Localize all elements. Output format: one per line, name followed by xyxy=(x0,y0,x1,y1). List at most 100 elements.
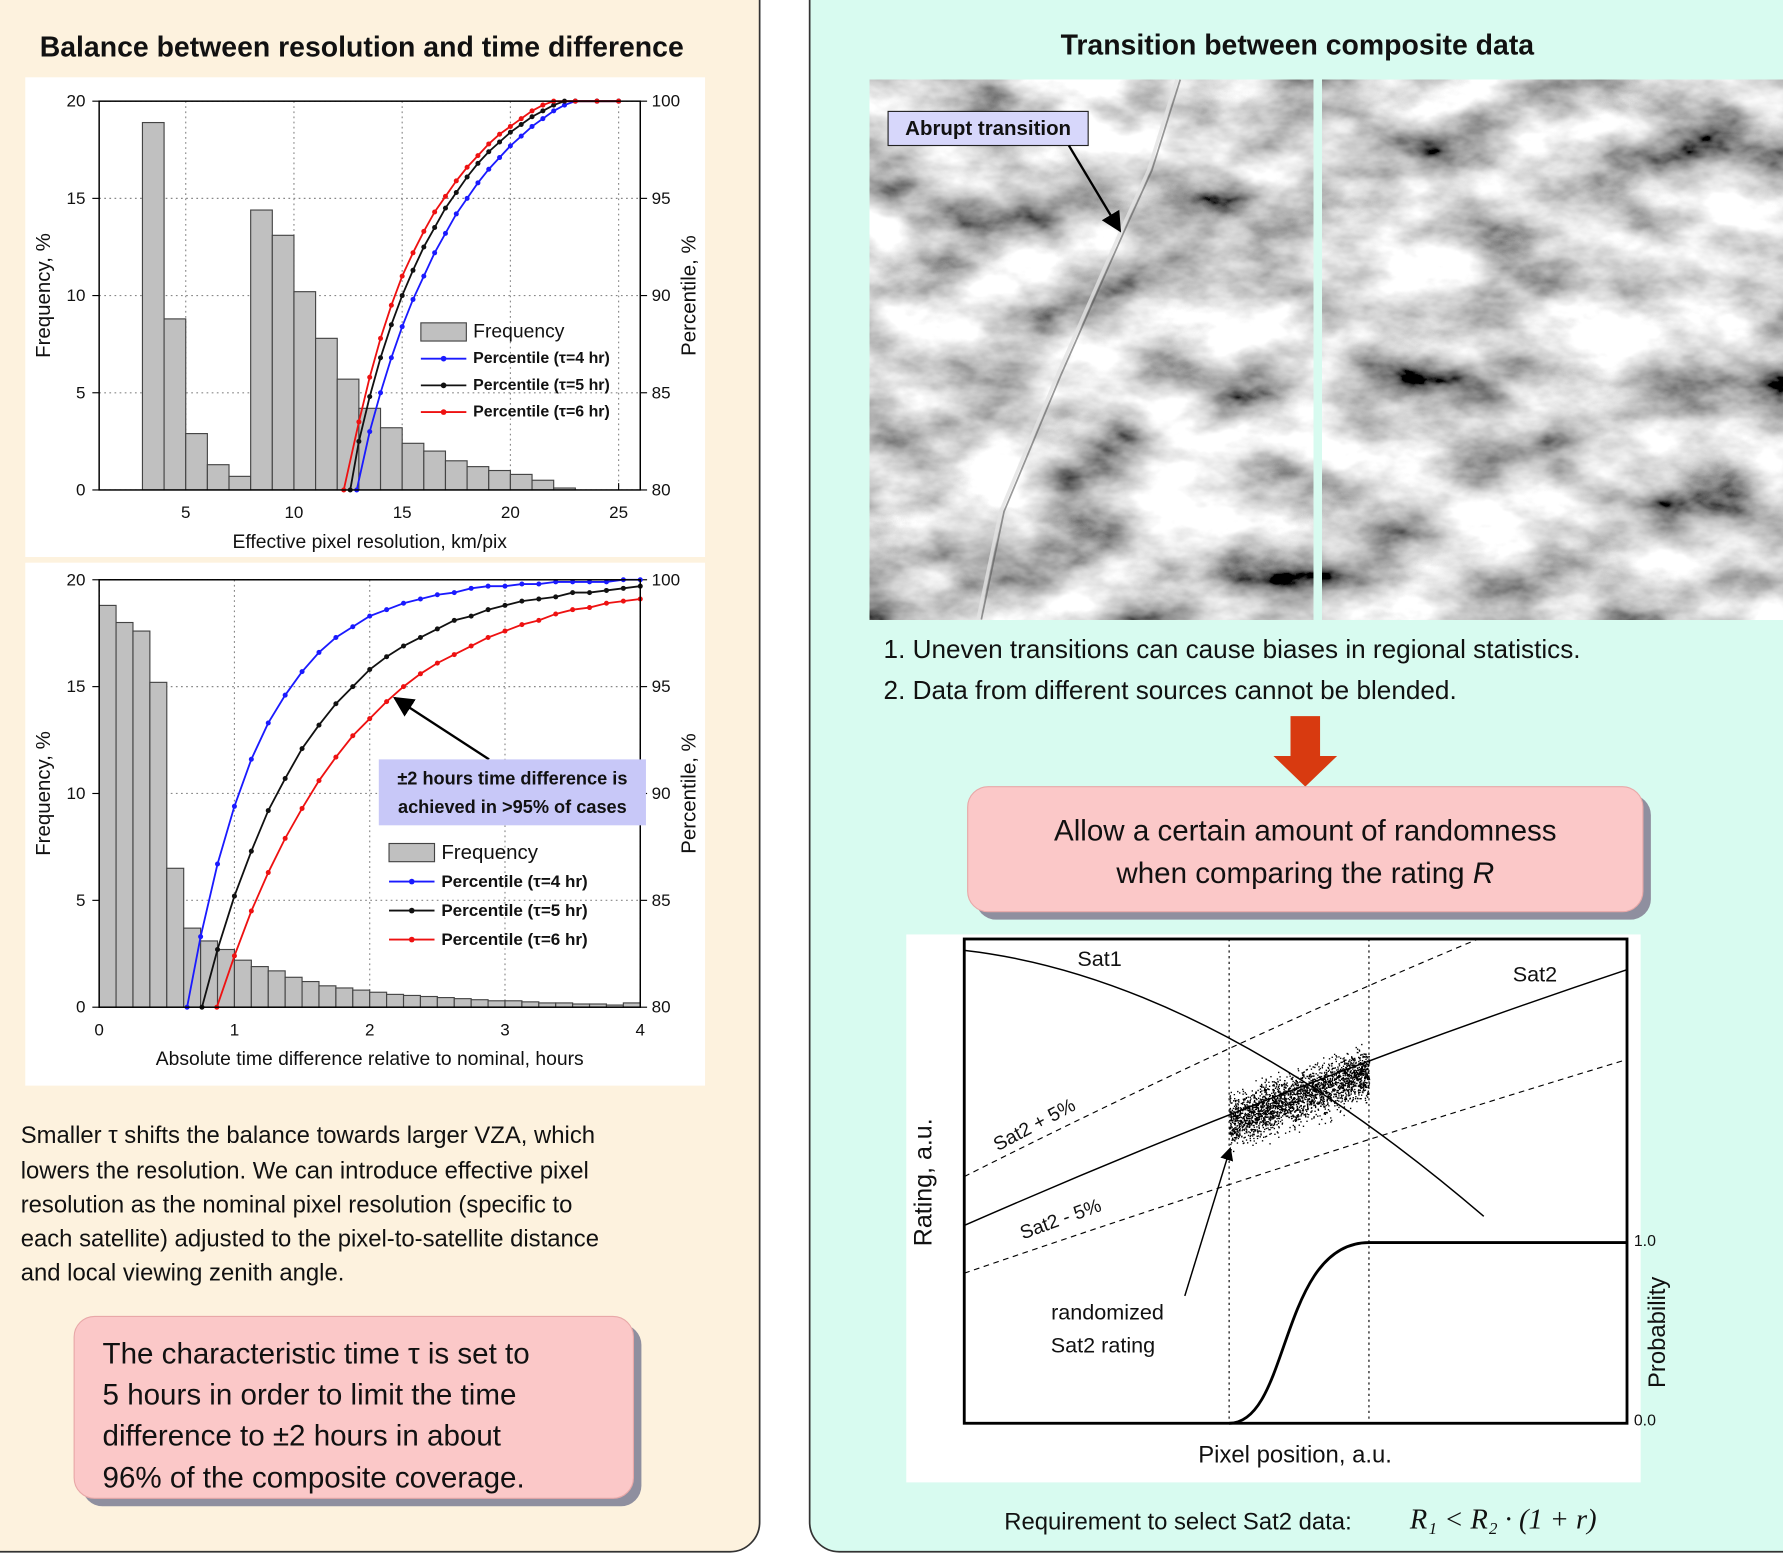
percentile-marker xyxy=(300,746,305,751)
y2-tick-label: 80 xyxy=(652,998,671,1017)
legend-label: Percentile (τ=4 hr) xyxy=(473,350,610,367)
percentile-marker xyxy=(519,599,524,604)
percentile-marker xyxy=(508,143,513,148)
percentile-marker xyxy=(266,808,271,813)
y-tick-label: 20 xyxy=(67,92,86,111)
percentile-marker xyxy=(454,190,459,195)
percentile-marker xyxy=(570,590,575,595)
x-tick-label: 0 xyxy=(94,1020,103,1039)
bar xyxy=(437,998,454,1008)
percentile-marker xyxy=(530,108,535,113)
x-tick-label: 3 xyxy=(500,1020,509,1039)
percentile-marker xyxy=(418,635,423,640)
y2-tick-label: 100 xyxy=(652,92,680,111)
paragraph-line: and local viewing zenith angle. xyxy=(21,1260,345,1287)
paragraph-line: Smaller τ shifts the balance towards lar… xyxy=(21,1122,595,1149)
percentile-marker xyxy=(536,596,541,601)
bar xyxy=(424,451,446,490)
percentile-marker xyxy=(367,429,372,434)
bar xyxy=(294,292,316,490)
x-tick-label: 4 xyxy=(636,1020,645,1039)
legend-marker xyxy=(441,383,447,389)
y-tick-label: 10 xyxy=(67,784,86,803)
satellite-image xyxy=(1322,80,1782,620)
y2-top-label: 1.0 xyxy=(1634,1233,1656,1250)
bar xyxy=(402,443,424,490)
bar xyxy=(370,992,387,1007)
requirement: Requirement to select Sat2 data: xyxy=(1004,1509,1351,1536)
bar xyxy=(133,631,150,1007)
percentile-marker xyxy=(410,297,415,302)
legend-label: Frequency xyxy=(441,841,538,864)
percentile-marker xyxy=(587,590,592,595)
x-tick-label: 2 xyxy=(365,1020,374,1039)
satellite-image xyxy=(870,80,1313,620)
legend-label: Percentile (τ=4 hr) xyxy=(441,872,587,891)
bar xyxy=(150,682,167,1007)
percentile-marker xyxy=(497,139,502,144)
page: Composite poster html, body { margin: 0;… xyxy=(0,0,1783,1554)
percentile-marker xyxy=(367,614,372,619)
percentile-marker xyxy=(300,806,305,811)
bar xyxy=(522,1002,539,1007)
percentile-marker xyxy=(400,293,405,298)
percentile-marker xyxy=(486,584,491,589)
percentile-marker xyxy=(389,322,394,327)
y2-tick-label: 85 xyxy=(652,383,671,402)
randomized-label: randomized xyxy=(1051,1299,1164,1324)
percentile-marker xyxy=(454,211,459,216)
percentile-marker xyxy=(604,601,609,606)
percentile-marker xyxy=(536,582,541,587)
percentile-marker xyxy=(502,584,507,589)
percentile-marker xyxy=(232,804,237,809)
percentile-marker xyxy=(570,607,575,612)
percentile-marker xyxy=(367,394,372,399)
percentile-marker xyxy=(443,231,448,236)
bar xyxy=(251,967,268,1008)
bar xyxy=(229,476,251,490)
y-axis-label: Frequency, % xyxy=(32,731,55,856)
percentile-marker xyxy=(435,661,440,666)
annotation-text: ±2 hours time difference is xyxy=(397,769,627,789)
legend-label: Percentile (τ=6 hr) xyxy=(441,930,587,949)
percentile-marker xyxy=(232,953,237,958)
callout-line: when comparing the rating R xyxy=(1115,857,1494,890)
percentile-marker xyxy=(421,244,426,249)
y2-tick-label: 90 xyxy=(652,784,671,803)
percentile-marker xyxy=(519,582,524,587)
percentile-marker xyxy=(475,180,480,185)
y-axis-label: Rating, a.u. xyxy=(909,1118,937,1246)
percentile-marker xyxy=(452,590,457,595)
bar xyxy=(489,471,511,490)
callout-box xyxy=(968,787,1643,912)
bar xyxy=(234,960,251,1007)
annotation-text: achieved in >95% of cases xyxy=(398,797,627,817)
point: 2. Data from different sources cannot be… xyxy=(884,675,1457,705)
percentile-marker xyxy=(316,723,321,728)
bar xyxy=(184,928,201,1007)
bar xyxy=(186,434,208,490)
percentile-marker xyxy=(333,755,338,760)
bar xyxy=(164,319,186,490)
percentile-marker xyxy=(378,390,383,395)
callout-text: when comparing the rating xyxy=(1115,857,1464,890)
percentile-marker xyxy=(378,355,383,360)
bar xyxy=(445,461,467,490)
percentile-marker xyxy=(486,635,491,640)
percentile-marker xyxy=(432,209,437,214)
sat1-label: Sat1 xyxy=(1077,946,1121,971)
y-tick-label: 15 xyxy=(67,677,86,696)
percentile-marker xyxy=(400,274,405,279)
percentile-marker xyxy=(486,607,491,612)
legend-label: Percentile (τ=6 hr) xyxy=(473,404,610,421)
percentile-marker xyxy=(486,141,491,146)
percentile-marker xyxy=(356,439,361,444)
x-tick-label: 10 xyxy=(284,503,303,522)
percentile-marker xyxy=(249,849,254,854)
percentile-marker xyxy=(469,586,474,591)
y2-axis-label: Probability xyxy=(1644,1277,1671,1388)
percentile-marker xyxy=(486,149,491,154)
x-tick-label: 15 xyxy=(393,503,412,522)
percentile-marker xyxy=(367,667,372,672)
percentile-marker xyxy=(389,355,394,360)
